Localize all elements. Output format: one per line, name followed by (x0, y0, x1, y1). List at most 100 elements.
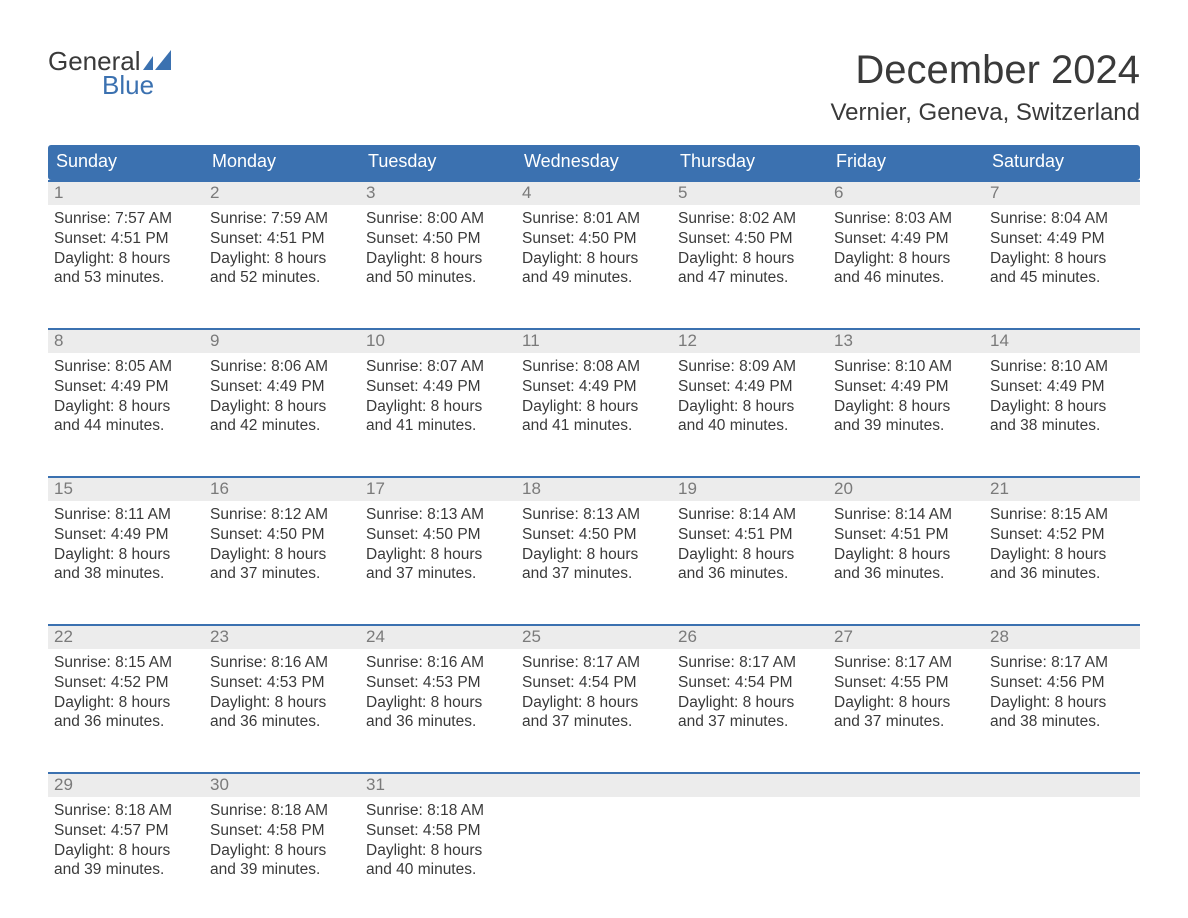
sunset-line: Sunset: 4:53 PM (210, 673, 354, 693)
calendar-cell: 30Sunrise: 8:18 AMSunset: 4:58 PMDayligh… (204, 772, 360, 902)
day-data: Sunrise: 8:18 AMSunset: 4:58 PMDaylight:… (204, 797, 360, 880)
sunrise-line: Sunrise: 7:59 AM (210, 209, 354, 229)
weekday-header: Tuesday (360, 145, 516, 180)
day-number: 30 (204, 772, 360, 797)
calendar-cell: 3Sunrise: 8:00 AMSunset: 4:50 PMDaylight… (360, 180, 516, 310)
sunset-line: Sunset: 4:51 PM (834, 525, 978, 545)
calendar-week-row: 15Sunrise: 8:11 AMSunset: 4:49 PMDayligh… (48, 476, 1140, 606)
weekday-header: Thursday (672, 145, 828, 180)
calendar-cell (984, 772, 1140, 902)
day-data: Sunrise: 8:14 AMSunset: 4:51 PMDaylight:… (828, 501, 984, 584)
day-number: 21 (984, 476, 1140, 501)
calendar-cell: 9Sunrise: 8:06 AMSunset: 4:49 PMDaylight… (204, 328, 360, 458)
calendar-cell: 6Sunrise: 8:03 AMSunset: 4:49 PMDaylight… (828, 180, 984, 310)
daylight-line: Daylight: 8 hours and 49 minutes. (522, 249, 666, 289)
calendar-week-row: 22Sunrise: 8:15 AMSunset: 4:52 PMDayligh… (48, 624, 1140, 754)
day-data: Sunrise: 8:11 AMSunset: 4:49 PMDaylight:… (48, 501, 204, 584)
sunset-line: Sunset: 4:49 PM (210, 377, 354, 397)
calendar-cell: 31Sunrise: 8:18 AMSunset: 4:58 PMDayligh… (360, 772, 516, 902)
weekday-header-row: Sunday Monday Tuesday Wednesday Thursday… (48, 145, 1140, 180)
sunrise-line: Sunrise: 8:03 AM (834, 209, 978, 229)
daylight-line: Daylight: 8 hours and 38 minutes. (990, 693, 1134, 733)
day-data: Sunrise: 8:18 AMSunset: 4:58 PMDaylight:… (360, 797, 516, 880)
day-number: 11 (516, 328, 672, 353)
calendar-cell: 10Sunrise: 8:07 AMSunset: 4:49 PMDayligh… (360, 328, 516, 458)
sunrise-line: Sunrise: 8:16 AM (210, 653, 354, 673)
day-number: 27 (828, 624, 984, 649)
daylight-line: Daylight: 8 hours and 37 minutes. (210, 545, 354, 585)
day-number: 1 (48, 180, 204, 205)
sunrise-line: Sunrise: 8:18 AM (54, 801, 198, 821)
daylight-line: Daylight: 8 hours and 38 minutes. (54, 545, 198, 585)
day-data: Sunrise: 8:14 AMSunset: 4:51 PMDaylight:… (672, 501, 828, 584)
calendar-cell: 14Sunrise: 8:10 AMSunset: 4:49 PMDayligh… (984, 328, 1140, 458)
sunset-line: Sunset: 4:50 PM (366, 229, 510, 249)
day-data: Sunrise: 8:17 AMSunset: 4:55 PMDaylight:… (828, 649, 984, 732)
sunrise-line: Sunrise: 8:00 AM (366, 209, 510, 229)
day-data: Sunrise: 8:02 AMSunset: 4:50 PMDaylight:… (672, 205, 828, 288)
sunrise-line: Sunrise: 8:17 AM (522, 653, 666, 673)
day-data: Sunrise: 8:10 AMSunset: 4:49 PMDaylight:… (984, 353, 1140, 436)
sunrise-line: Sunrise: 8:07 AM (366, 357, 510, 377)
brand-logo: General Blue (48, 48, 171, 98)
sunset-line: Sunset: 4:58 PM (210, 821, 354, 841)
day-number: 25 (516, 624, 672, 649)
weekday-header: Saturday (984, 145, 1140, 180)
calendar-cell: 16Sunrise: 8:12 AMSunset: 4:50 PMDayligh… (204, 476, 360, 606)
calendar-cell: 18Sunrise: 8:13 AMSunset: 4:50 PMDayligh… (516, 476, 672, 606)
daylight-line: Daylight: 8 hours and 39 minutes. (834, 397, 978, 437)
day-data: Sunrise: 8:13 AMSunset: 4:50 PMDaylight:… (360, 501, 516, 584)
day-number: 28 (984, 624, 1140, 649)
day-number: 7 (984, 180, 1140, 205)
sunrise-line: Sunrise: 8:14 AM (678, 505, 822, 525)
day-number: 15 (48, 476, 204, 501)
day-number: 26 (672, 624, 828, 649)
day-data: Sunrise: 8:17 AMSunset: 4:54 PMDaylight:… (516, 649, 672, 732)
calendar-cell: 11Sunrise: 8:08 AMSunset: 4:49 PMDayligh… (516, 328, 672, 458)
day-data: Sunrise: 8:12 AMSunset: 4:50 PMDaylight:… (204, 501, 360, 584)
calendar-cell: 7Sunrise: 8:04 AMSunset: 4:49 PMDaylight… (984, 180, 1140, 310)
sunset-line: Sunset: 4:49 PM (834, 377, 978, 397)
sunrise-line: Sunrise: 8:08 AM (522, 357, 666, 377)
day-data: Sunrise: 8:18 AMSunset: 4:57 PMDaylight:… (48, 797, 204, 880)
day-data: Sunrise: 8:17 AMSunset: 4:56 PMDaylight:… (984, 649, 1140, 732)
daylight-line: Daylight: 8 hours and 37 minutes. (522, 545, 666, 585)
sunrise-line: Sunrise: 8:02 AM (678, 209, 822, 229)
calendar-cell: 26Sunrise: 8:17 AMSunset: 4:54 PMDayligh… (672, 624, 828, 754)
day-data: Sunrise: 8:07 AMSunset: 4:49 PMDaylight:… (360, 353, 516, 436)
sunset-line: Sunset: 4:49 PM (834, 229, 978, 249)
daylight-line: Daylight: 8 hours and 42 minutes. (210, 397, 354, 437)
calendar-cell (516, 772, 672, 902)
daylight-line: Daylight: 8 hours and 37 minutes. (366, 545, 510, 585)
day-number: 22 (48, 624, 204, 649)
day-data: Sunrise: 8:03 AMSunset: 4:49 PMDaylight:… (828, 205, 984, 288)
calendar-cell: 2Sunrise: 7:59 AMSunset: 4:51 PMDaylight… (204, 180, 360, 310)
sunrise-line: Sunrise: 8:06 AM (210, 357, 354, 377)
sunset-line: Sunset: 4:51 PM (54, 229, 198, 249)
sunset-line: Sunset: 4:55 PM (834, 673, 978, 693)
sunset-line: Sunset: 4:50 PM (366, 525, 510, 545)
calendar-cell (828, 772, 984, 902)
day-data: Sunrise: 7:59 AMSunset: 4:51 PMDaylight:… (204, 205, 360, 288)
calendar-cell: 22Sunrise: 8:15 AMSunset: 4:52 PMDayligh… (48, 624, 204, 754)
daylight-line: Daylight: 8 hours and 37 minutes. (522, 693, 666, 733)
calendar-table: Sunday Monday Tuesday Wednesday Thursday… (48, 145, 1140, 902)
sunrise-line: Sunrise: 8:01 AM (522, 209, 666, 229)
day-number: 23 (204, 624, 360, 649)
daylight-line: Daylight: 8 hours and 36 minutes. (210, 693, 354, 733)
sunset-line: Sunset: 4:49 PM (990, 229, 1134, 249)
day-number: 31 (360, 772, 516, 797)
sunset-line: Sunset: 4:57 PM (54, 821, 198, 841)
daylight-line: Daylight: 8 hours and 36 minutes. (366, 693, 510, 733)
daylight-line: Daylight: 8 hours and 52 minutes. (210, 249, 354, 289)
sunset-line: Sunset: 4:54 PM (522, 673, 666, 693)
sunset-line: Sunset: 4:53 PM (366, 673, 510, 693)
sunrise-line: Sunrise: 8:04 AM (990, 209, 1134, 229)
logo-sails-icon (143, 50, 171, 70)
daylight-line: Daylight: 8 hours and 50 minutes. (366, 249, 510, 289)
day-number (984, 772, 1140, 797)
sunset-line: Sunset: 4:49 PM (990, 377, 1134, 397)
sunrise-line: Sunrise: 8:18 AM (210, 801, 354, 821)
sunset-line: Sunset: 4:49 PM (54, 377, 198, 397)
weekday-header: Sunday (48, 145, 204, 180)
